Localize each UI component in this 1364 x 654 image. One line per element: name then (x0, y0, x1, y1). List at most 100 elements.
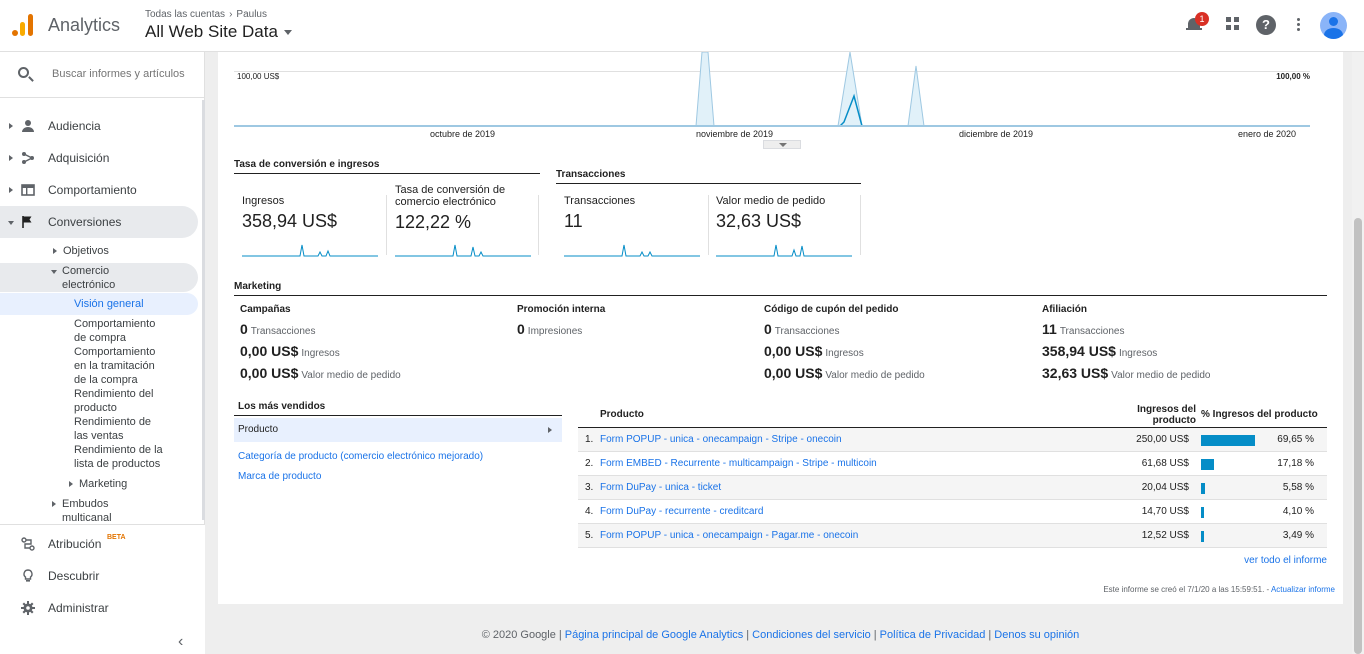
refresh-report-link[interactable]: Actualizar informe (1270, 585, 1335, 594)
sparkline (395, 244, 531, 257)
metric-row[interactable]: 0,00 US$ Valor medio de pedido (764, 365, 925, 381)
chevron-right-icon (53, 248, 57, 254)
kpi-ingresos[interactable]: Ingresos 358,94 US$ (242, 195, 392, 261)
sidebar-sub-comportamiento-tramitacion[interactable]: Comportamiento en la tramitación de la com… (74, 346, 156, 386)
share-bar (1201, 507, 1205, 518)
footer-link-home[interactable]: Página principal de Google Analytics (564, 629, 744, 641)
sidebar-sub-comportamiento-compra[interactable]: Comportamiento de compra (74, 318, 156, 344)
column-header-product[interactable]: Producto (600, 409, 644, 420)
apps-grid-icon[interactable] (1224, 14, 1246, 36)
chart-baseline (234, 125, 1310, 127)
footer-link-privacy[interactable]: Política de Privacidad (879, 629, 986, 641)
page-scrollbar[interactable] (1352, 52, 1364, 654)
account-avatar[interactable] (1320, 12, 1347, 39)
view-name: All Web Site Data (145, 22, 278, 41)
table-row: 1. Form POPUP - unica - onecampaign - Str… (578, 428, 1327, 452)
column-header-revenue[interactable]: Ingresos del producto (1137, 404, 1196, 426)
product-revenue: 12,52 US$ (1141, 530, 1189, 541)
view-selector[interactable]: All Web Site Data (145, 22, 292, 42)
row-number: 4. (585, 506, 594, 517)
product-link[interactable]: Form DuPay - recurrente - creditcard (600, 506, 764, 517)
marketing-col-afiliacion: Afiliación 11 Transacciones 358,94 US$ Ing… (1042, 304, 1211, 384)
sidebar-item-administrar[interactable]: Administrar (0, 592, 198, 624)
metric-row[interactable]: 0,00 US$ Ingresos (240, 343, 340, 359)
product-link[interactable]: Form EMBED - Recurrente - multicampaign … (600, 458, 877, 469)
collapse-sidebar-icon[interactable]: ‹ (178, 633, 184, 650)
product-link[interactable]: Form DuPay - unica - ticket (600, 482, 722, 493)
kpi-transacciones[interactable]: Transacciones 11 (564, 195, 714, 261)
sidebar-item-label: Comportamiento (48, 183, 137, 197)
metric-row[interactable]: 0,00 US$ Ingresos (764, 343, 864, 359)
chart-x-label: enero de 2020 (1238, 129, 1297, 139)
chart-x-label: noviembre de 2019 (696, 129, 774, 139)
sidebar-sub-rendimiento-ventas[interactable]: Rendimiento de las ventas (74, 416, 152, 442)
column-header-share[interactable]: % Ingresos del producto (1201, 409, 1318, 420)
breadcrumb[interactable]: Todas las cuentas › Paulus (145, 9, 267, 20)
dimension-producto[interactable]: Producto (234, 418, 562, 442)
sidebar-sub-vision-general[interactable]: Visión general (74, 298, 144, 310)
acquisition-icon (22, 152, 34, 164)
notifications-bell-icon[interactable] (1184, 14, 1206, 36)
dimension-marca-link[interactable]: Marca de producto (238, 471, 322, 482)
chart-x-label: diciembre de 2019 (959, 129, 1034, 139)
metric-row[interactable]: 0 Transacciones (240, 321, 316, 337)
sidebar-item-adquisicion[interactable]: Adquisición (0, 142, 198, 174)
sidebar-sub-embudos[interactable]: Embudos multicanal (52, 497, 112, 525)
sidebar-scrollbar[interactable] (202, 100, 205, 520)
metric-row[interactable]: 0 Impresiones (517, 321, 583, 337)
chart-gridline (234, 71, 1310, 72)
metric-row[interactable]: 32,63 US$ Valor medio de pedido (1042, 365, 1211, 381)
attribution-icon (21, 537, 35, 551)
conversion-section-title: Tasa de conversión e ingresos (234, 159, 540, 174)
caret-down-icon (283, 30, 292, 36)
table-row: 2. Form EMBED - Recurrente - multicampaig… (578, 452, 1327, 476)
chevron-right-icon (69, 481, 73, 487)
metric-row[interactable]: 0 Transacciones (764, 321, 840, 337)
sidebar-item-descubrir[interactable]: Descubrir (0, 560, 198, 592)
metric-row[interactable]: 0,00 US$ Valor medio de pedido (240, 365, 401, 381)
breadcrumb-account[interactable]: Todas las cuentas (145, 9, 226, 20)
analytics-logo-icon[interactable] (12, 14, 34, 36)
sidebar-sub-marketing[interactable]: Marketing (69, 477, 127, 491)
product-link[interactable]: Form POPUP - unica - onecampaign - Pagar… (600, 530, 859, 541)
sidebar-sub-objetivos[interactable]: Objetivos (53, 244, 109, 258)
help-icon[interactable]: ? (1256, 15, 1276, 35)
sidebar-sub-rendimiento-producto[interactable]: Rendimiento del producto (74, 388, 154, 414)
kpi-valor-medio[interactable]: Valor medio de pedido 32,63 US$ (716, 195, 866, 261)
table-row: 5. Form POPUP - unica - onecampaign - Pag… (578, 524, 1327, 548)
app-title[interactable]: Analytics (48, 15, 121, 35)
sidebar-item-label: Descubrir (48, 569, 100, 583)
metric-row[interactable]: 11 Transacciones (1042, 321, 1125, 337)
browser-window-icon (21, 184, 35, 196)
report-created-info: Este informe se creó el 7/1/20 a las 15:… (1103, 585, 1335, 594)
sidebar-sub-comercio[interactable]: Comercio electrónico (51, 264, 115, 292)
row-number: 2. (585, 458, 594, 469)
more-vert-icon[interactable] (1290, 14, 1312, 36)
chart-peak-1 (695, 52, 715, 127)
sidebar-item-conversiones[interactable]: Conversiones (0, 206, 198, 238)
sidebar-item-atribucion[interactable]: Atribución BETA (0, 528, 198, 560)
product-share: 3,49 % (1282, 530, 1314, 541)
footer-link-feedback[interactable]: Denos su opinión (994, 629, 1080, 641)
scrollbar-thumb[interactable] (1354, 218, 1362, 654)
see-full-report-link[interactable]: ver todo el informe (1244, 555, 1327, 566)
footer-link-terms[interactable]: Condiciones del servicio (752, 629, 871, 641)
sidebar-sub-rendimiento-lista[interactable]: Rendimiento de la lista de productos (74, 444, 163, 470)
top-sellers-title: Los más vendidos (234, 401, 562, 416)
search-input[interactable] (52, 68, 192, 80)
metric-row[interactable]: 358,94 US$ Ingresos (1042, 343, 1158, 359)
kpi-tasa-conversion[interactable]: Tasa de conversión de comercio electróni… (395, 184, 545, 261)
table-row: 4. Form DuPay - recurrente - creditcard 14… (578, 500, 1327, 524)
sidebar-item-comportamiento[interactable]: Comportamiento (0, 174, 198, 206)
flag-icon (22, 216, 32, 228)
chart-y-label-right: 100,00 % (1276, 72, 1310, 81)
chart-collapse-handle[interactable] (763, 140, 801, 149)
search-icon[interactable] (18, 67, 29, 78)
product-link[interactable]: Form POPUP - unica - onecampaign - Strip… (600, 434, 842, 445)
chart-peak-2-primary (839, 93, 863, 127)
sidebar-bottom: Atribución BETA Descubrir Administrar ‹ (0, 524, 205, 654)
kpi-divider (860, 195, 861, 255)
sidebar-item-audiencia[interactable]: Audiencia (0, 110, 198, 142)
breadcrumb-property[interactable]: Paulus (236, 9, 267, 20)
dimension-categoria-link[interactable]: Categoría de producto (comercio electrón… (238, 451, 484, 462)
